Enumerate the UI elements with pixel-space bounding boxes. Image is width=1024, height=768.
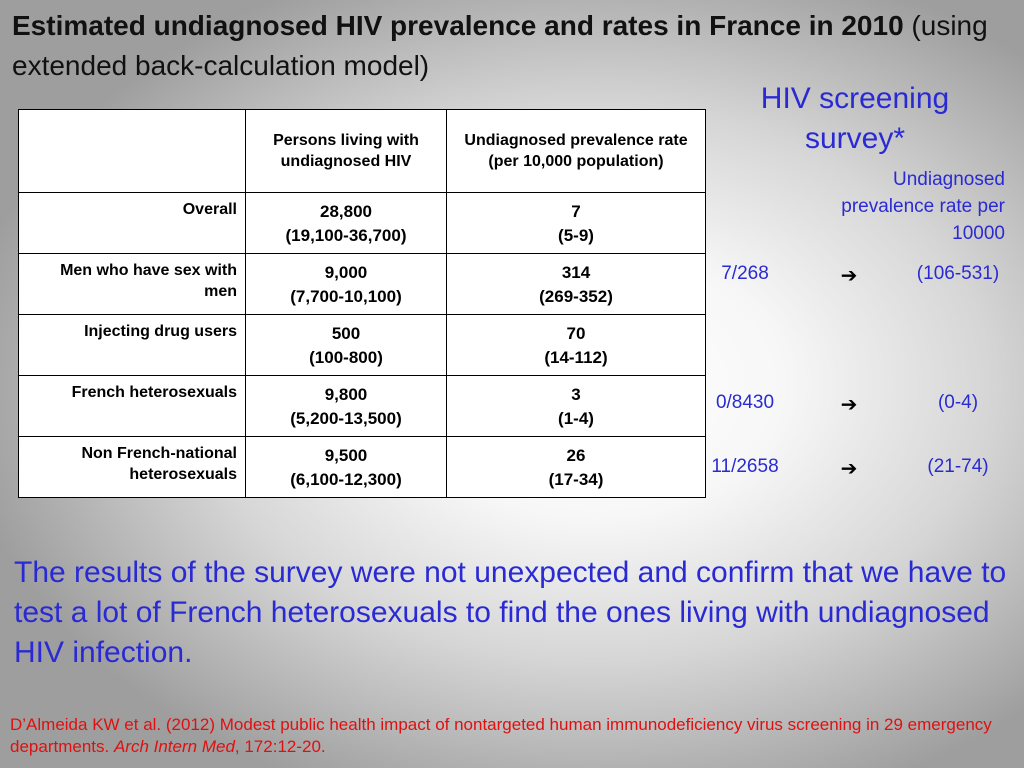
row-group-label: Overall bbox=[18, 192, 246, 254]
rate-cell: 314 (269-352) bbox=[446, 253, 706, 315]
rate-value: 26 bbox=[566, 446, 586, 465]
persons-ci: (5,200-13,500) bbox=[290, 409, 402, 428]
survey-range: (0-4) bbox=[937, 392, 979, 413]
rate-cell: 3 (1-4) bbox=[446, 375, 706, 437]
reference-journal: Arch Intern Med bbox=[113, 737, 235, 756]
survey-count: 0/8430 bbox=[715, 392, 775, 413]
rate-ci: (17-34) bbox=[548, 470, 604, 489]
table-header-persons: Persons living with undiagnosed HIV bbox=[245, 109, 447, 193]
persons-cell: 28,800 (19,100-36,700) bbox=[245, 192, 447, 254]
survey-range: (21-74) bbox=[927, 456, 989, 477]
rate-value: 7 bbox=[571, 202, 581, 221]
rate-cell: 70 (14-112) bbox=[446, 314, 706, 376]
persons-ci: (7,700-10,100) bbox=[290, 287, 402, 306]
persons-cell: 500 (100-800) bbox=[245, 314, 447, 376]
persons-value: 9,800 bbox=[324, 385, 368, 404]
survey-count: 11/2658 bbox=[711, 456, 779, 477]
persons-value: 28,800 bbox=[320, 202, 372, 221]
reference-text: D’Almeida KW et al. (2012) Modest public… bbox=[10, 715, 992, 756]
right-arrow-icon: ➔ bbox=[840, 265, 858, 287]
table-row: Overall 28,800 (19,100-36,700) 7 (5-9) bbox=[18, 192, 706, 254]
conclusion-text: The results of the survey were not unexp… bbox=[14, 556, 1007, 669]
survey-count: 7/268 bbox=[721, 263, 769, 284]
persons-value: 9,500 bbox=[324, 446, 368, 465]
row-group-label: Men who have sex with men bbox=[18, 253, 246, 315]
title-subtitle: (using extended back-calculation model) bbox=[12, 10, 988, 81]
survey-row-french-hetero: 0/8430 ➔ (0-4) bbox=[700, 392, 1020, 418]
persons-cell: 9,000 (7,700-10,100) bbox=[245, 253, 447, 315]
prevalence-table: Persons living with undiagnosed HIV Undi… bbox=[18, 109, 706, 498]
persons-ci: (19,100-36,700) bbox=[285, 226, 407, 245]
persons-cell: 9,800 (5,200-13,500) bbox=[245, 375, 447, 437]
table-row: French heterosexuals 9,800 (5,200-13,500)… bbox=[18, 375, 706, 437]
rate-ci: (5-9) bbox=[558, 226, 594, 245]
table-header-row: Persons living with undiagnosed HIV Undi… bbox=[18, 109, 706, 193]
rate-value: 314 bbox=[561, 263, 591, 282]
survey-row-non-french-hetero: 11/2658 ➔ (21-74) bbox=[700, 456, 1020, 482]
right-arrow-icon: ➔ bbox=[840, 394, 858, 416]
survey-range: (106-531) bbox=[916, 263, 1000, 284]
survey-subtitle: Undiagnosed prevalence rate per 10000 bbox=[841, 169, 1005, 244]
row-group-label: Injecting drug users bbox=[18, 314, 246, 376]
survey-title: HIV screening survey* bbox=[760, 82, 950, 155]
table-header-empty bbox=[18, 109, 246, 193]
row-group-label: French heterosexuals bbox=[18, 375, 246, 437]
table-row: Non French-national heterosexuals 9,500 (… bbox=[18, 436, 706, 498]
slide-title: Estimated undiagnosed HIV prevalence and… bbox=[12, 6, 1017, 86]
persons-value: 500 bbox=[331, 324, 361, 343]
rate-cell: 26 (17-34) bbox=[446, 436, 706, 498]
persons-cell: 9,500 (6,100-12,300) bbox=[245, 436, 447, 498]
survey-row-msm: 7/268 ➔ (106-531) bbox=[700, 263, 1020, 289]
table-row: Men who have sex with men 9,000 (7,700-10… bbox=[18, 253, 706, 315]
rate-cell: 7 (5-9) bbox=[446, 192, 706, 254]
rate-ci: (1-4) bbox=[558, 409, 594, 428]
persons-ci: (100-800) bbox=[309, 348, 383, 367]
right-arrow-icon: ➔ bbox=[840, 458, 858, 480]
title-bold: Estimated undiagnosed HIV prevalence and… bbox=[12, 10, 904, 41]
reference-citation: D’Almeida KW et al. (2012) Modest public… bbox=[10, 714, 1020, 758]
reference-details: , 172:12-20. bbox=[234, 737, 326, 756]
row-group-label: Non French-national heterosexuals bbox=[18, 436, 246, 498]
rate-ci: (14-112) bbox=[544, 348, 608, 367]
table-row: Injecting drug users 500 (100-800) 70 (14-… bbox=[18, 314, 706, 376]
persons-value: 9,000 bbox=[324, 263, 368, 282]
rate-value: 70 bbox=[566, 324, 586, 343]
persons-ci: (6,100-12,300) bbox=[290, 470, 402, 489]
table-header-rate: Undiagnosed prevalence rate (per 10,000 … bbox=[446, 109, 706, 193]
rate-value: 3 bbox=[571, 385, 581, 404]
rate-ci: (269-352) bbox=[539, 287, 613, 306]
